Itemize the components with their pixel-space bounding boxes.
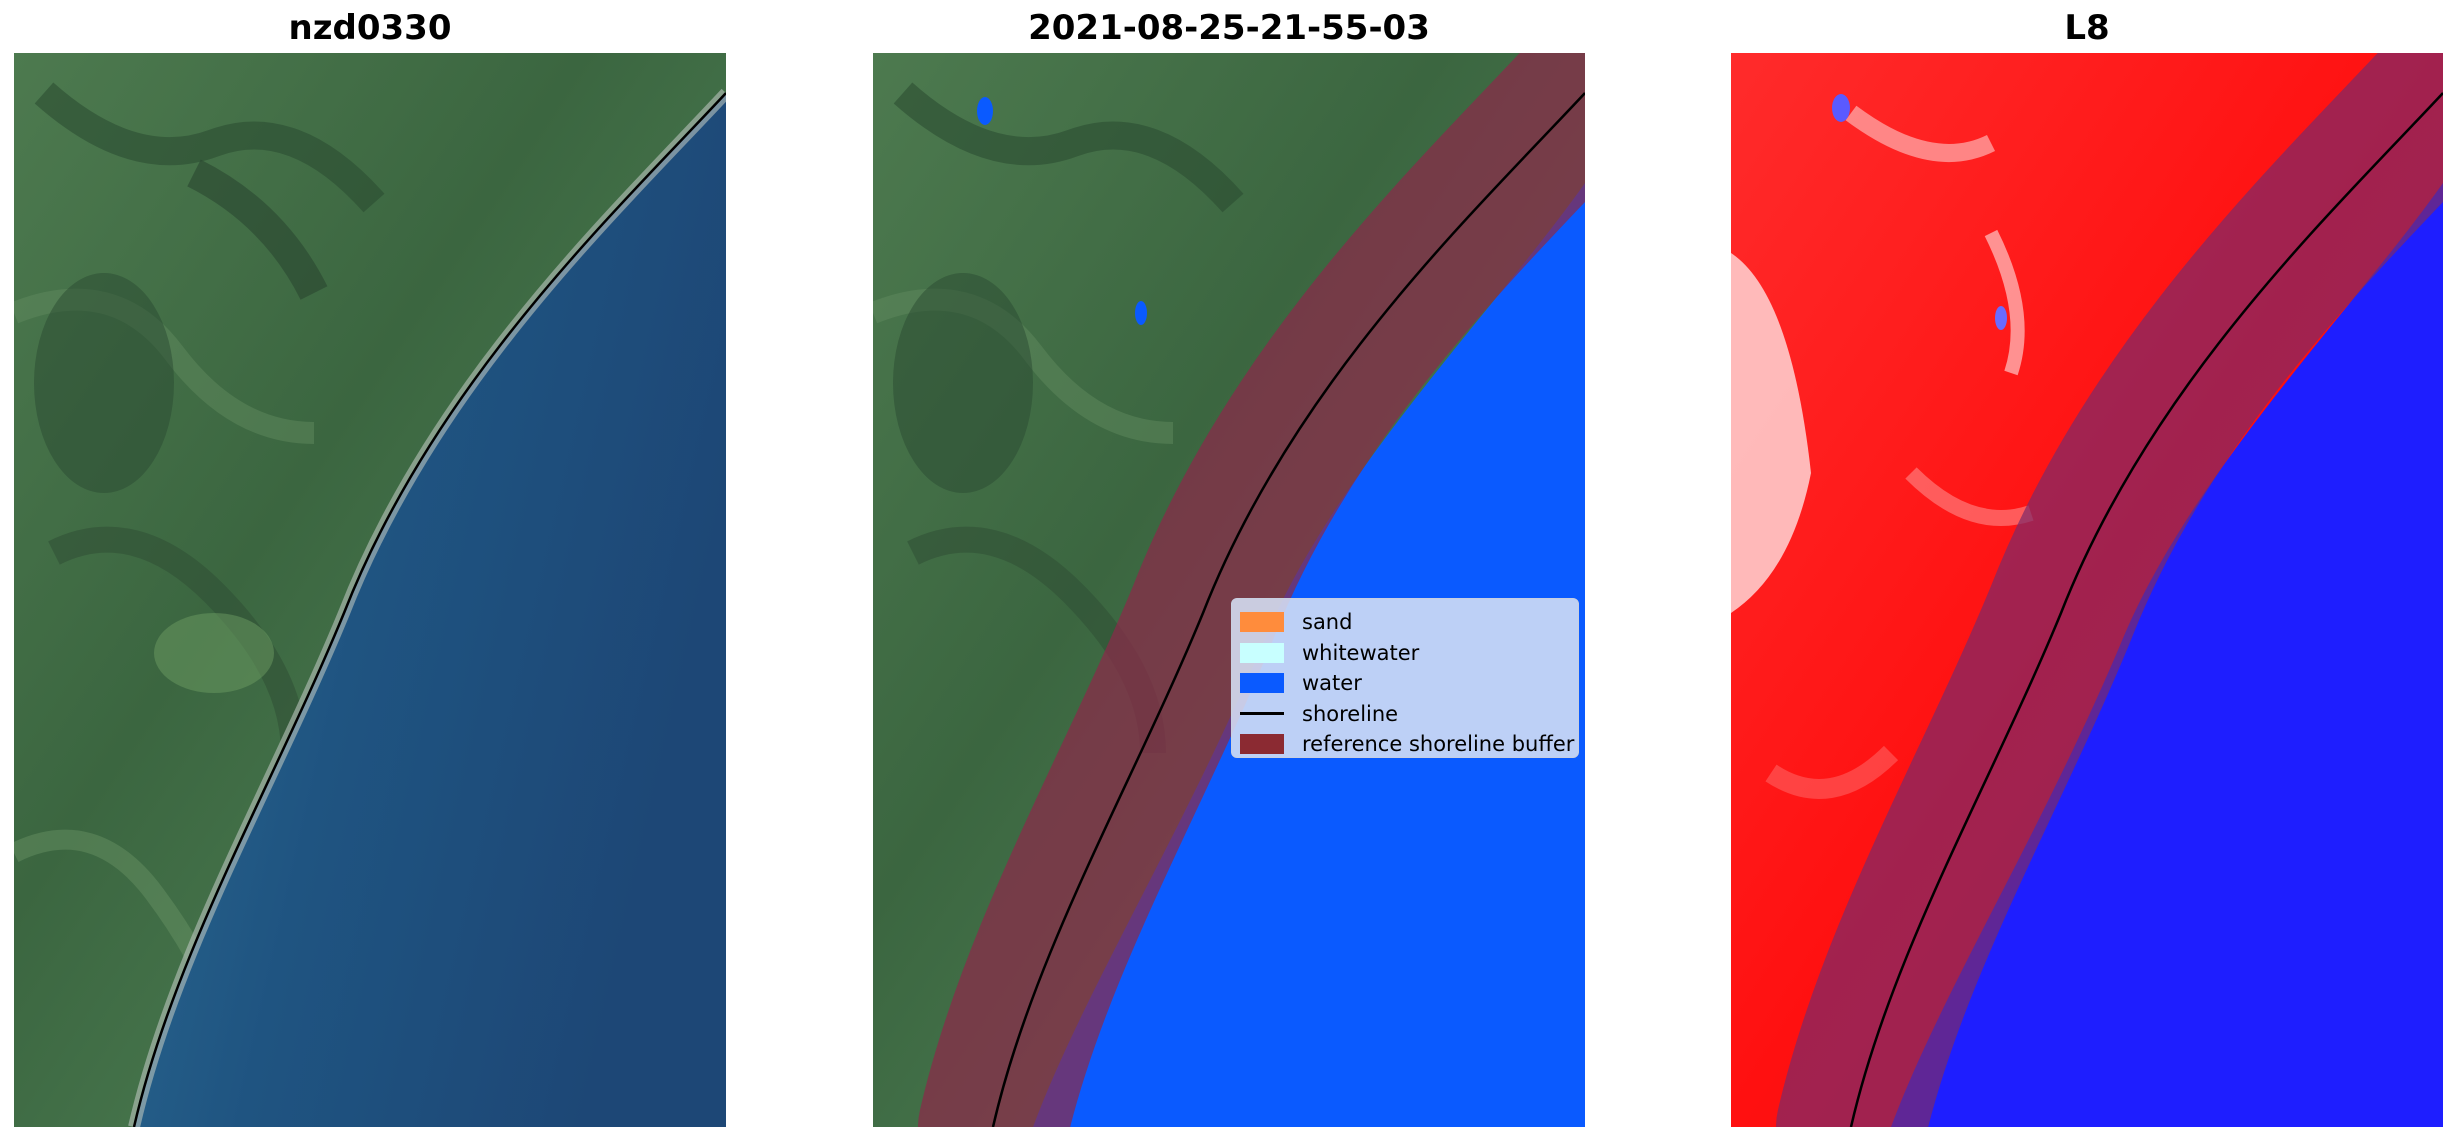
legend-item-whitewater: whitewater — [1240, 638, 1570, 669]
whitewater-swatch-icon — [1240, 642, 1284, 663]
legend: sand whitewater water shoreline referenc… — [1231, 598, 1579, 758]
legend-label: whitewater — [1302, 640, 1420, 665]
legend-label: water — [1302, 671, 1362, 696]
legend-label: sand — [1302, 610, 1353, 635]
buffer-swatch-icon — [1240, 734, 1284, 755]
legend-item-water: water — [1240, 668, 1570, 699]
panel-title-index: L8 — [2064, 8, 2110, 48]
shoreline-line-icon — [1240, 712, 1284, 716]
classified-image — [873, 53, 1585, 1127]
rgb-satellite-image — [14, 53, 726, 1127]
legend-item-sand: sand — [1240, 607, 1570, 638]
legend-label: reference shoreline buffer — [1302, 732, 1575, 757]
panel-title-classified: 2021-08-25-21-55-03 — [1028, 8, 1430, 48]
water-swatch-icon — [1240, 673, 1284, 694]
legend-label: shoreline — [1302, 701, 1399, 726]
index-image — [1731, 53, 2443, 1127]
sand-swatch-icon — [1240, 612, 1284, 633]
legend-item-buffer: reference shoreline buffer — [1240, 729, 1574, 760]
legend-item-shoreline: shoreline — [1240, 699, 1570, 730]
panel-title-rgb: nzd0330 — [288, 8, 452, 48]
